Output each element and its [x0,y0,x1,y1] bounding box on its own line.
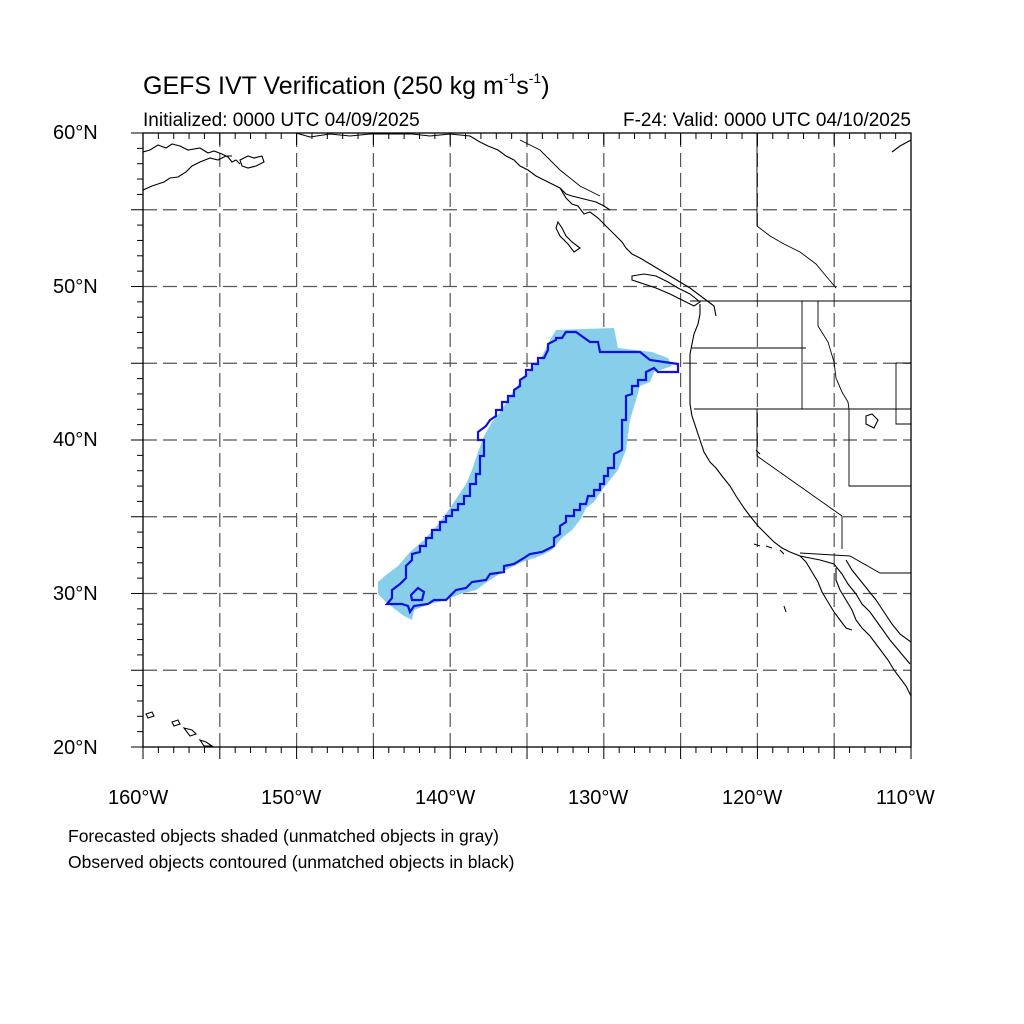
lat-label-50n: 50°N [53,276,98,298]
valid-time-label: F-24: Valid: 0000 UTC 04/10/2025 [623,110,911,131]
lon-label-140w: 140°W [415,787,476,809]
legend-observed-note: Observed objects contoured (unmatched ob… [68,852,515,872]
observed-ivt-contour [384,330,680,615]
grid-lines [143,133,911,747]
haida-gwaii [555,220,581,253]
forecast-ivt-object [378,328,672,620]
lon-label-160w: 160°W [108,787,169,809]
initialized-label: Initialized: 0000 UTC 04/09/2025 [143,110,420,131]
kodiak-island [239,155,265,169]
great-salt-lake [865,413,879,429]
state-borders [519,133,911,574]
mexico-coast [845,559,911,643]
lon-label-130w: 130°W [568,787,629,809]
us-west-coast [689,304,911,665]
lat-label-20n: 20°N [53,737,98,759]
bc-coast [559,187,717,317]
lon-label-110w: 110°W [876,787,935,809]
lat-label-30n: 30°N [53,583,98,605]
axis-ticks [131,132,912,759]
baja-peninsula [835,568,911,697]
lat-label-60n: 60°N [53,122,98,144]
northern-coast-right [891,139,911,153]
alaska-gulf-coast [295,133,611,211]
hawaii-islands [145,711,214,747]
alaska-coast [143,143,241,191]
lon-label-120w: 120°W [722,787,783,809]
legend-forecast-note: Forecasted objects shaded (unmatched obj… [68,826,499,846]
vancouver-island [631,273,701,307]
map-title: GEFS IVT Verification (250 kg m-1s-1) [143,70,550,100]
channel-islands [753,543,787,613]
lat-label-40n: 40°N [53,429,98,451]
lon-label-150w: 150°W [261,787,322,809]
coastlines [143,133,911,747]
